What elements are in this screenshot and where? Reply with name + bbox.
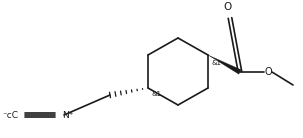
Text: N⁺: N⁺: [62, 111, 74, 120]
Text: ⁻cC: ⁻cC: [2, 111, 18, 120]
Text: &1: &1: [212, 60, 222, 66]
Text: O: O: [264, 67, 272, 77]
Text: &1: &1: [151, 91, 161, 97]
Polygon shape: [208, 55, 241, 74]
Text: O: O: [224, 2, 232, 12]
